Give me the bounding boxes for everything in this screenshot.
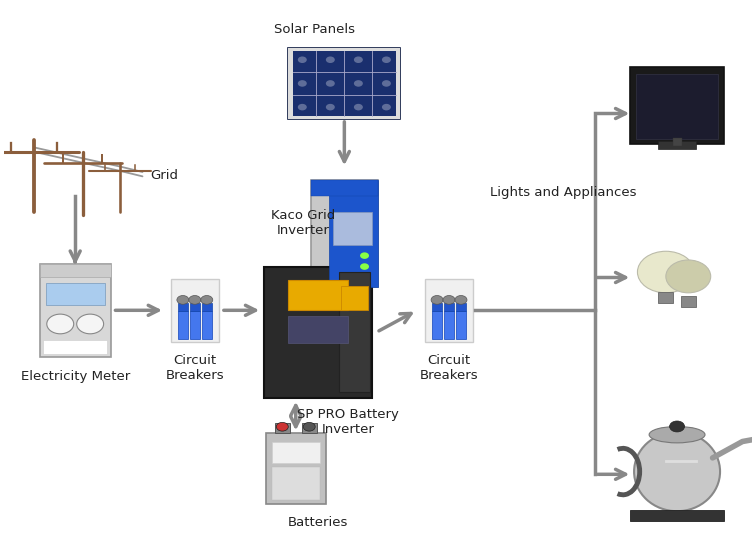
Bar — [190, 303, 200, 311]
Bar — [288, 48, 293, 119]
Bar — [288, 48, 401, 51]
Circle shape — [189, 295, 201, 304]
Circle shape — [637, 251, 694, 293]
Circle shape — [298, 57, 307, 63]
Circle shape — [326, 104, 335, 110]
Bar — [178, 311, 188, 339]
Circle shape — [382, 80, 391, 87]
Ellipse shape — [634, 432, 720, 511]
Bar — [333, 212, 372, 245]
Circle shape — [298, 104, 307, 110]
Circle shape — [354, 104, 363, 110]
Bar — [266, 433, 326, 504]
Bar — [202, 303, 212, 311]
Bar — [45, 283, 105, 305]
Bar — [202, 311, 212, 339]
Bar — [171, 279, 219, 342]
Bar — [456, 311, 466, 339]
Circle shape — [303, 422, 315, 431]
Circle shape — [360, 253, 369, 259]
Text: Batteries: Batteries — [288, 516, 349, 529]
Bar — [658, 292, 674, 302]
Bar — [658, 141, 696, 149]
Bar — [288, 48, 401, 119]
Text: Lights and Appliances: Lights and Appliances — [490, 186, 637, 199]
Bar — [444, 303, 454, 311]
Bar — [396, 48, 401, 119]
Bar — [311, 180, 378, 287]
Bar — [681, 296, 696, 307]
Bar — [330, 180, 378, 287]
Circle shape — [326, 80, 335, 87]
Bar — [456, 303, 466, 311]
Bar — [288, 316, 348, 343]
Bar — [39, 264, 110, 357]
Circle shape — [201, 295, 212, 304]
Bar — [39, 264, 110, 278]
Text: Solar Panels: Solar Panels — [274, 23, 355, 36]
Bar — [444, 311, 454, 339]
Text: Circuit
Breakers: Circuit Breakers — [420, 354, 479, 382]
Bar — [272, 441, 320, 463]
Bar — [341, 286, 368, 310]
Text: Electricity Meter: Electricity Meter — [20, 370, 130, 384]
Bar — [190, 311, 200, 339]
Text: Kaco Grid
Inverter: Kaco Grid Inverter — [271, 209, 336, 237]
Bar — [43, 340, 107, 354]
Circle shape — [354, 80, 363, 87]
Bar — [432, 311, 442, 339]
Ellipse shape — [649, 426, 705, 443]
Text: SP PRO Battery
Inverter: SP PRO Battery Inverter — [297, 407, 399, 436]
Bar — [432, 303, 442, 311]
Bar — [288, 115, 401, 119]
Bar — [272, 467, 320, 500]
Circle shape — [354, 57, 363, 63]
Bar — [637, 74, 717, 139]
Circle shape — [298, 80, 307, 87]
Text: Circuit
Breakers: Circuit Breakers — [166, 354, 224, 382]
Circle shape — [76, 314, 104, 334]
Bar — [425, 279, 473, 342]
Bar — [302, 423, 317, 433]
Bar — [178, 303, 188, 311]
Circle shape — [455, 295, 467, 304]
Bar — [288, 280, 348, 310]
Circle shape — [47, 314, 73, 334]
Bar — [311, 180, 378, 196]
Bar — [631, 510, 723, 521]
Circle shape — [177, 295, 189, 304]
Bar — [631, 67, 723, 144]
Bar — [339, 272, 370, 392]
Circle shape — [666, 260, 711, 293]
Bar — [275, 423, 290, 433]
Circle shape — [276, 422, 288, 431]
Bar — [673, 138, 682, 147]
Circle shape — [382, 57, 391, 63]
Circle shape — [670, 421, 684, 432]
Circle shape — [443, 295, 455, 304]
Circle shape — [431, 295, 443, 304]
Circle shape — [360, 263, 369, 270]
Circle shape — [326, 57, 335, 63]
Text: Grid: Grid — [150, 169, 178, 183]
Circle shape — [382, 104, 391, 110]
Bar — [264, 266, 373, 398]
